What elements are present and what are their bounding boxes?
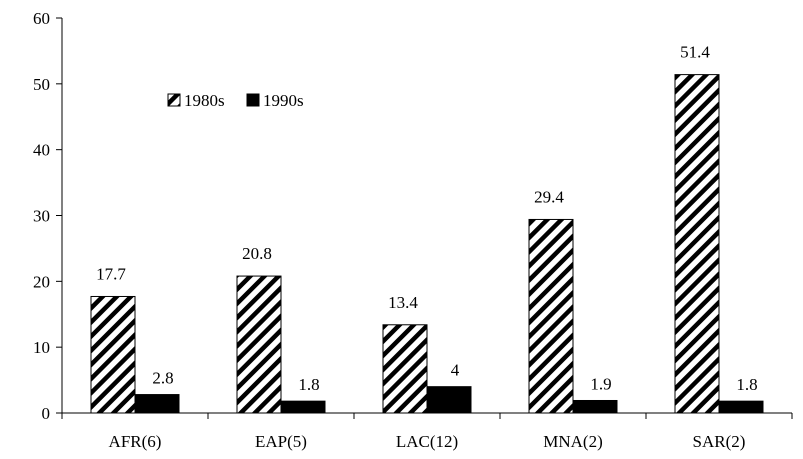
legend: 1980s 1990s <box>167 91 304 110</box>
data-label-1980s: 13.4 <box>388 293 418 312</box>
y-tick-label: 60 <box>33 9 50 28</box>
bar-1990s <box>280 400 326 414</box>
bar-1980s <box>90 295 136 414</box>
data-label-1990s: 1.9 <box>590 374 611 393</box>
bar-1980s <box>674 74 720 414</box>
data-label-1990s: 1.8 <box>298 375 319 394</box>
data-labels: 17.7 2.8 20.8 1.8 13.4 4 29.4 1.9 51.4 1.8 <box>96 43 758 395</box>
bars <box>90 74 764 414</box>
x-category-label: EAP(5) <box>255 432 307 451</box>
y-tick-label: 30 <box>33 207 50 226</box>
data-label-1980s: 29.4 <box>534 187 564 206</box>
y-tick-label: 50 <box>33 75 50 94</box>
x-category-label: AFR(6) <box>109 432 162 451</box>
y-tick-label: 0 <box>42 404 51 423</box>
data-label-1990s: 4 <box>451 361 460 380</box>
x-category-label: LAC(12) <box>396 432 458 451</box>
legend-label-1990s: 1990s <box>263 91 304 110</box>
bar-1990s <box>426 386 472 414</box>
axes: 0 10 20 30 40 50 60 AFR(6) EAP(5) LAC(12) MNA(2) SA… <box>33 9 793 451</box>
data-label-1980s: 20.8 <box>242 244 272 263</box>
data-label-1990s: 1.8 <box>736 375 757 394</box>
data-label-1990s: 2.8 <box>152 369 173 388</box>
bar-1980s <box>382 324 428 414</box>
x-category-label: MNA(2) <box>543 432 603 451</box>
data-label-1980s: 51.4 <box>680 43 710 62</box>
legend-swatch-1980s <box>167 93 181 107</box>
bar-1990s <box>718 400 764 414</box>
bar-1980s <box>236 275 282 414</box>
legend-swatch-1990s <box>246 93 260 107</box>
bar-1980s <box>528 218 574 414</box>
legend-label-1980s: 1980s <box>184 91 225 110</box>
y-tick-label: 20 <box>33 272 50 291</box>
y-tick-label: 10 <box>33 338 50 357</box>
x-category-label: SAR(2) <box>693 432 746 451</box>
bar-1990s <box>134 394 180 414</box>
y-tick-label: 40 <box>33 141 50 160</box>
data-label-1980s: 17.7 <box>96 264 126 283</box>
bar-1990s <box>572 399 618 414</box>
